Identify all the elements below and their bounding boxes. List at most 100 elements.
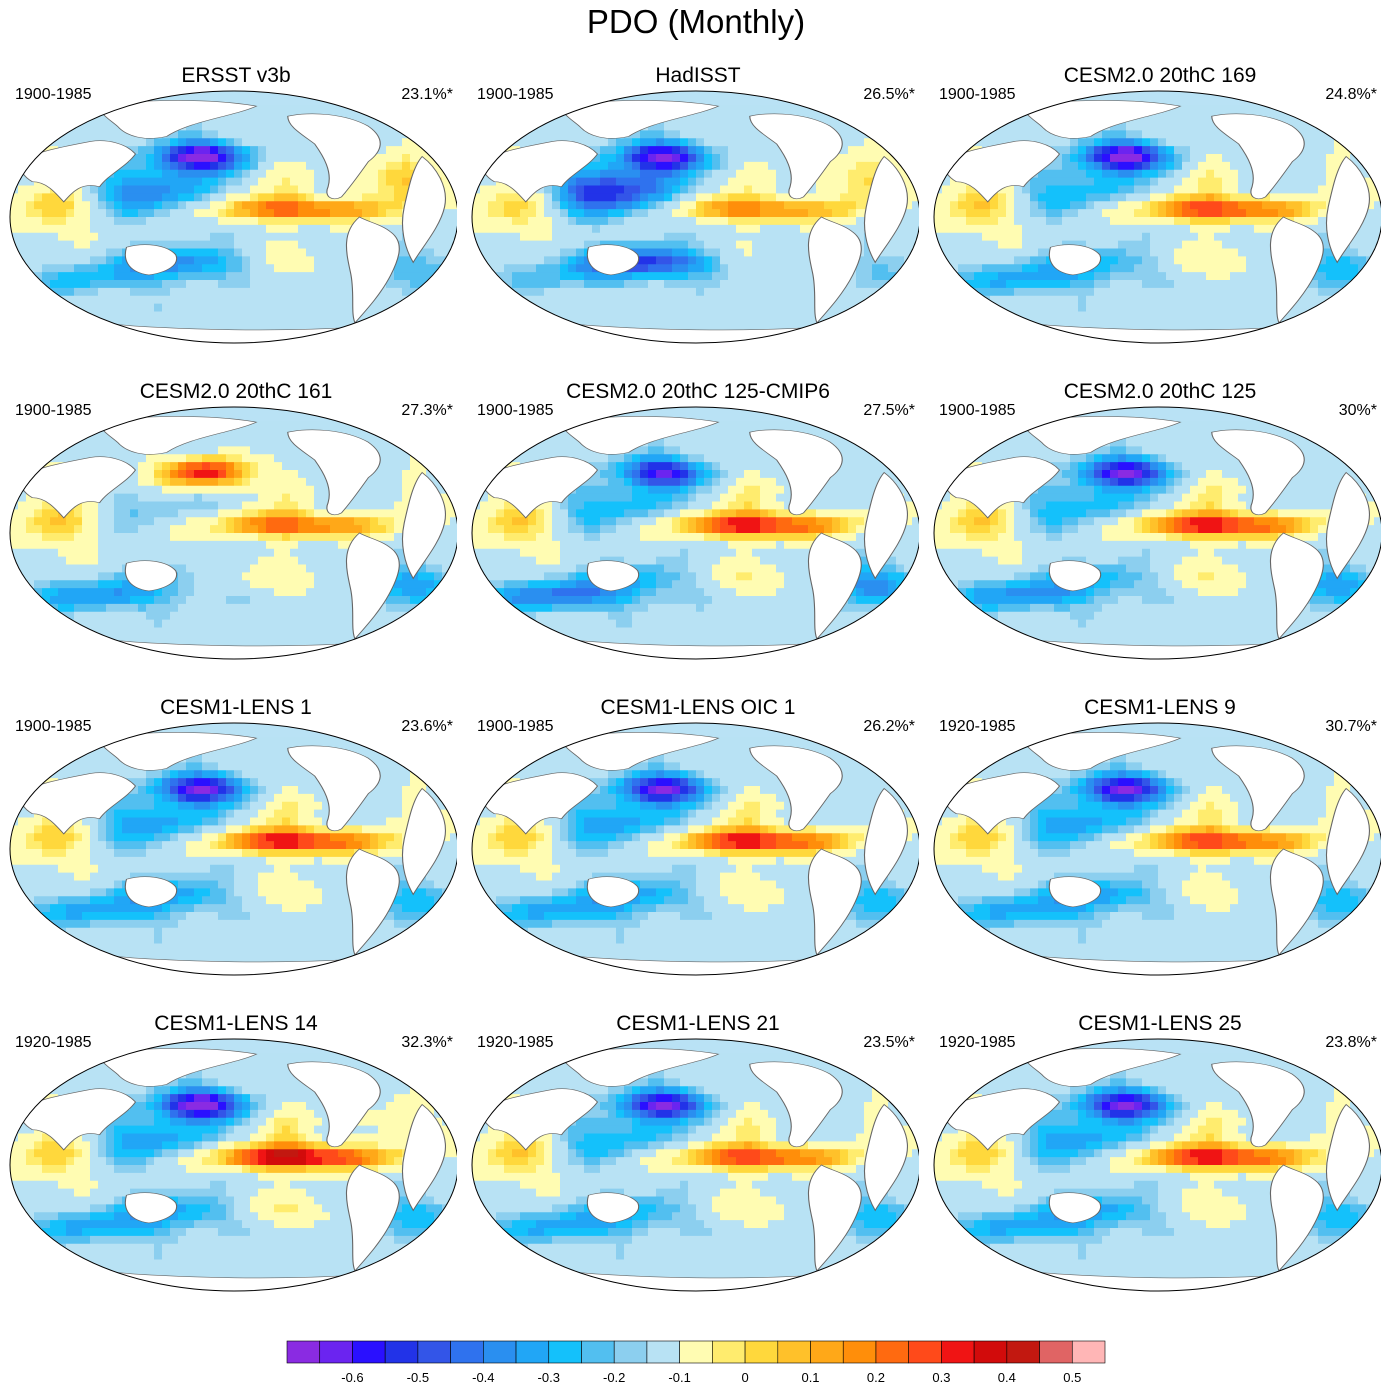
- anomaly-cell: [178, 193, 187, 202]
- anomaly-cell: [378, 169, 387, 179]
- anomaly-cell: [600, 169, 609, 179]
- anomaly-cell: [768, 193, 777, 202]
- anomaly-cell: [1150, 122, 1159, 131]
- anomaly-cell: [202, 295, 211, 305]
- anomaly-cell: [1198, 177, 1207, 187]
- anomaly-cell: [720, 154, 729, 163]
- anomaly-cell: [934, 193, 943, 202]
- anomaly-cell: [1030, 130, 1039, 139]
- anomaly-cell: [394, 319, 403, 328]
- anomaly-cell: [664, 209, 673, 218]
- anomaly-cell: [1142, 319, 1151, 328]
- anomaly-cell: [178, 185, 187, 194]
- anomaly-cell: [250, 169, 259, 179]
- anomaly-cell: [1142, 161, 1151, 171]
- anomaly-cell: [656, 295, 665, 305]
- anomaly-cell: [1046, 264, 1055, 273]
- anomaly-cell: [712, 185, 721, 194]
- anomaly-cell: [1086, 161, 1095, 171]
- anomaly-cell: [728, 311, 737, 320]
- anomaly-cell: [218, 114, 227, 124]
- anomaly-cell: [1118, 319, 1127, 328]
- anomaly-cell: [1158, 224, 1167, 234]
- anomaly-cell: [274, 130, 283, 139]
- anomaly-cell: [544, 224, 553, 234]
- anomaly-cell: [266, 177, 275, 187]
- anomaly-cell: [26, 248, 35, 257]
- anomaly-cell: [704, 295, 713, 305]
- anomaly-cell: [768, 264, 777, 273]
- anomaly-cell: [1238, 177, 1247, 187]
- anomaly-cell: [664, 201, 673, 210]
- anomaly-cell: [624, 240, 633, 250]
- anomaly-cell: [274, 280, 283, 289]
- anomaly-cell: [1182, 256, 1191, 265]
- anomaly-cell: [178, 272, 187, 281]
- anomaly-cell: [680, 256, 689, 265]
- anomaly-cell: [1030, 287, 1039, 297]
- anomaly-cell: [170, 224, 179, 234]
- anomaly-cell: [504, 209, 513, 218]
- anomaly-cell: [1150, 280, 1159, 289]
- anomaly-cell: [736, 272, 745, 281]
- anomaly-cell: [1126, 138, 1135, 147]
- anomaly-cell: [704, 154, 713, 163]
- anomaly-cell: [480, 327, 489, 336]
- anomaly-cell: [840, 138, 849, 147]
- anomaly-cell: [290, 303, 299, 313]
- anomaly-cell: [1222, 217, 1231, 226]
- anomaly-cell: [1134, 295, 1143, 305]
- anomaly-cell: [942, 335, 951, 343]
- anomaly-cell: [664, 240, 673, 250]
- panel-period: 1900-1985: [477, 85, 554, 105]
- anomaly-cell: [544, 106, 553, 116]
- anomaly-cell: [648, 169, 657, 179]
- anomaly-cell: [824, 161, 833, 171]
- anomaly-cell: [888, 130, 897, 139]
- anomaly-cell: [958, 232, 967, 242]
- anomaly-cell: [958, 209, 967, 218]
- anomaly-cell: [218, 217, 227, 226]
- anomaly-cell: [990, 114, 999, 124]
- anomaly-cell: [450, 161, 457, 171]
- anomaly-cell: [26, 287, 35, 297]
- anomaly-cell: [1046, 335, 1055, 343]
- anomaly-cell: [346, 335, 355, 343]
- anomaly-cell: [950, 240, 959, 250]
- anomaly-cell: [266, 161, 275, 171]
- anomaly-cell: [584, 161, 593, 171]
- anomaly-cell: [896, 295, 905, 305]
- anomaly-cell: [450, 327, 457, 336]
- anomaly-cell: [42, 185, 51, 194]
- anomaly-cell: [624, 311, 633, 320]
- anomaly-cell: [146, 280, 155, 289]
- anomaly-cell: [386, 224, 395, 234]
- anomaly-cell: [442, 106, 451, 116]
- anomaly-cell: [912, 264, 919, 273]
- anomaly-cell: [418, 319, 427, 328]
- anomaly-cell: [966, 224, 975, 234]
- anomaly-cell: [488, 146, 497, 155]
- anomaly-cell: [520, 272, 529, 281]
- anomaly-cell: [434, 295, 443, 305]
- anomaly-cell: [226, 169, 235, 179]
- anomaly-cell: [1238, 91, 1247, 100]
- anomaly-cell: [712, 295, 721, 305]
- anomaly-cell: [202, 303, 211, 313]
- anomaly-cell: [114, 185, 123, 194]
- anomaly-cell: [912, 114, 919, 124]
- anomaly-cell: [832, 91, 841, 100]
- anomaly-cell: [1190, 201, 1199, 210]
- anomaly-cell: [146, 311, 155, 320]
- anomaly-cell: [904, 319, 913, 328]
- anomaly-cell: [170, 319, 179, 328]
- anomaly-cell: [322, 303, 331, 313]
- anomaly-cell: [1142, 295, 1151, 305]
- anomaly-cell: [1030, 280, 1039, 289]
- anomaly-cell: [210, 248, 219, 257]
- anomaly-cell: [154, 201, 163, 210]
- anomaly-cell: [856, 311, 865, 320]
- anomaly-cell: [1070, 295, 1079, 305]
- anomaly-cell: [720, 319, 729, 328]
- anomaly-cell: [1214, 146, 1223, 155]
